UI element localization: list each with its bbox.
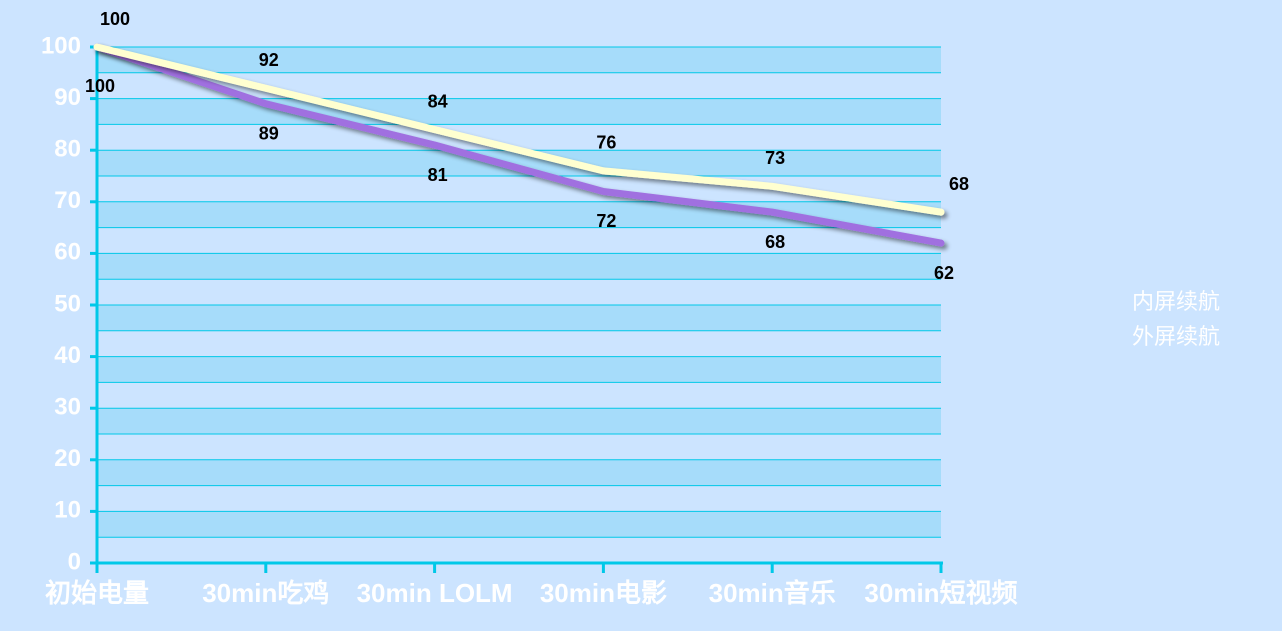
y-tick-label: 20 bbox=[54, 445, 81, 472]
data-label: 100 bbox=[100, 9, 130, 29]
band bbox=[97, 408, 941, 434]
x-tick-label: 30min音乐 bbox=[709, 578, 836, 608]
data-label: 100 bbox=[85, 76, 115, 96]
band bbox=[97, 356, 941, 383]
x-tick-label: 初始电量 bbox=[45, 578, 149, 608]
data-label: 62 bbox=[934, 263, 954, 283]
band bbox=[97, 201, 941, 228]
y-tick-label: 50 bbox=[54, 290, 81, 317]
data-label: 72 bbox=[596, 211, 616, 231]
band bbox=[97, 253, 941, 280]
legend-label: 外屏续航 bbox=[1132, 324, 1220, 349]
legend-label: 内屏续航 bbox=[1132, 289, 1220, 314]
band bbox=[97, 150, 941, 176]
y-tick-label: 10 bbox=[54, 497, 81, 524]
y-tick-label: 80 bbox=[54, 136, 81, 163]
data-label: 89 bbox=[259, 124, 279, 144]
y-tick-label: 70 bbox=[54, 187, 81, 214]
series-line bbox=[93, 43, 945, 216]
data-label: 84 bbox=[428, 91, 448, 111]
data-label: 81 bbox=[428, 165, 448, 185]
band bbox=[97, 305, 941, 331]
data-label: 76 bbox=[596, 133, 616, 153]
band bbox=[97, 47, 941, 73]
data-label: 92 bbox=[259, 50, 279, 70]
y-tick-label: 30 bbox=[54, 394, 81, 421]
y-tick-label: 90 bbox=[54, 84, 81, 111]
x-tick-label: 30min吃鸡 bbox=[202, 578, 329, 608]
y-tick-label: 0 bbox=[68, 548, 81, 575]
y-tick-label: 100 bbox=[41, 32, 81, 59]
x-tick-label: 30min电影 bbox=[540, 578, 667, 608]
data-label: 73 bbox=[765, 148, 785, 168]
x-tick-label: 30min LOLM bbox=[357, 578, 513, 608]
band bbox=[97, 511, 941, 538]
x-tick-label: 30min短视频 bbox=[864, 578, 1017, 608]
y-tick-label: 60 bbox=[54, 239, 81, 266]
y-tick-label: 40 bbox=[54, 342, 81, 369]
series-line bbox=[93, 43, 945, 247]
data-label: 68 bbox=[949, 174, 969, 194]
data-label: 68 bbox=[765, 232, 785, 252]
band bbox=[97, 98, 941, 125]
band bbox=[97, 459, 941, 486]
